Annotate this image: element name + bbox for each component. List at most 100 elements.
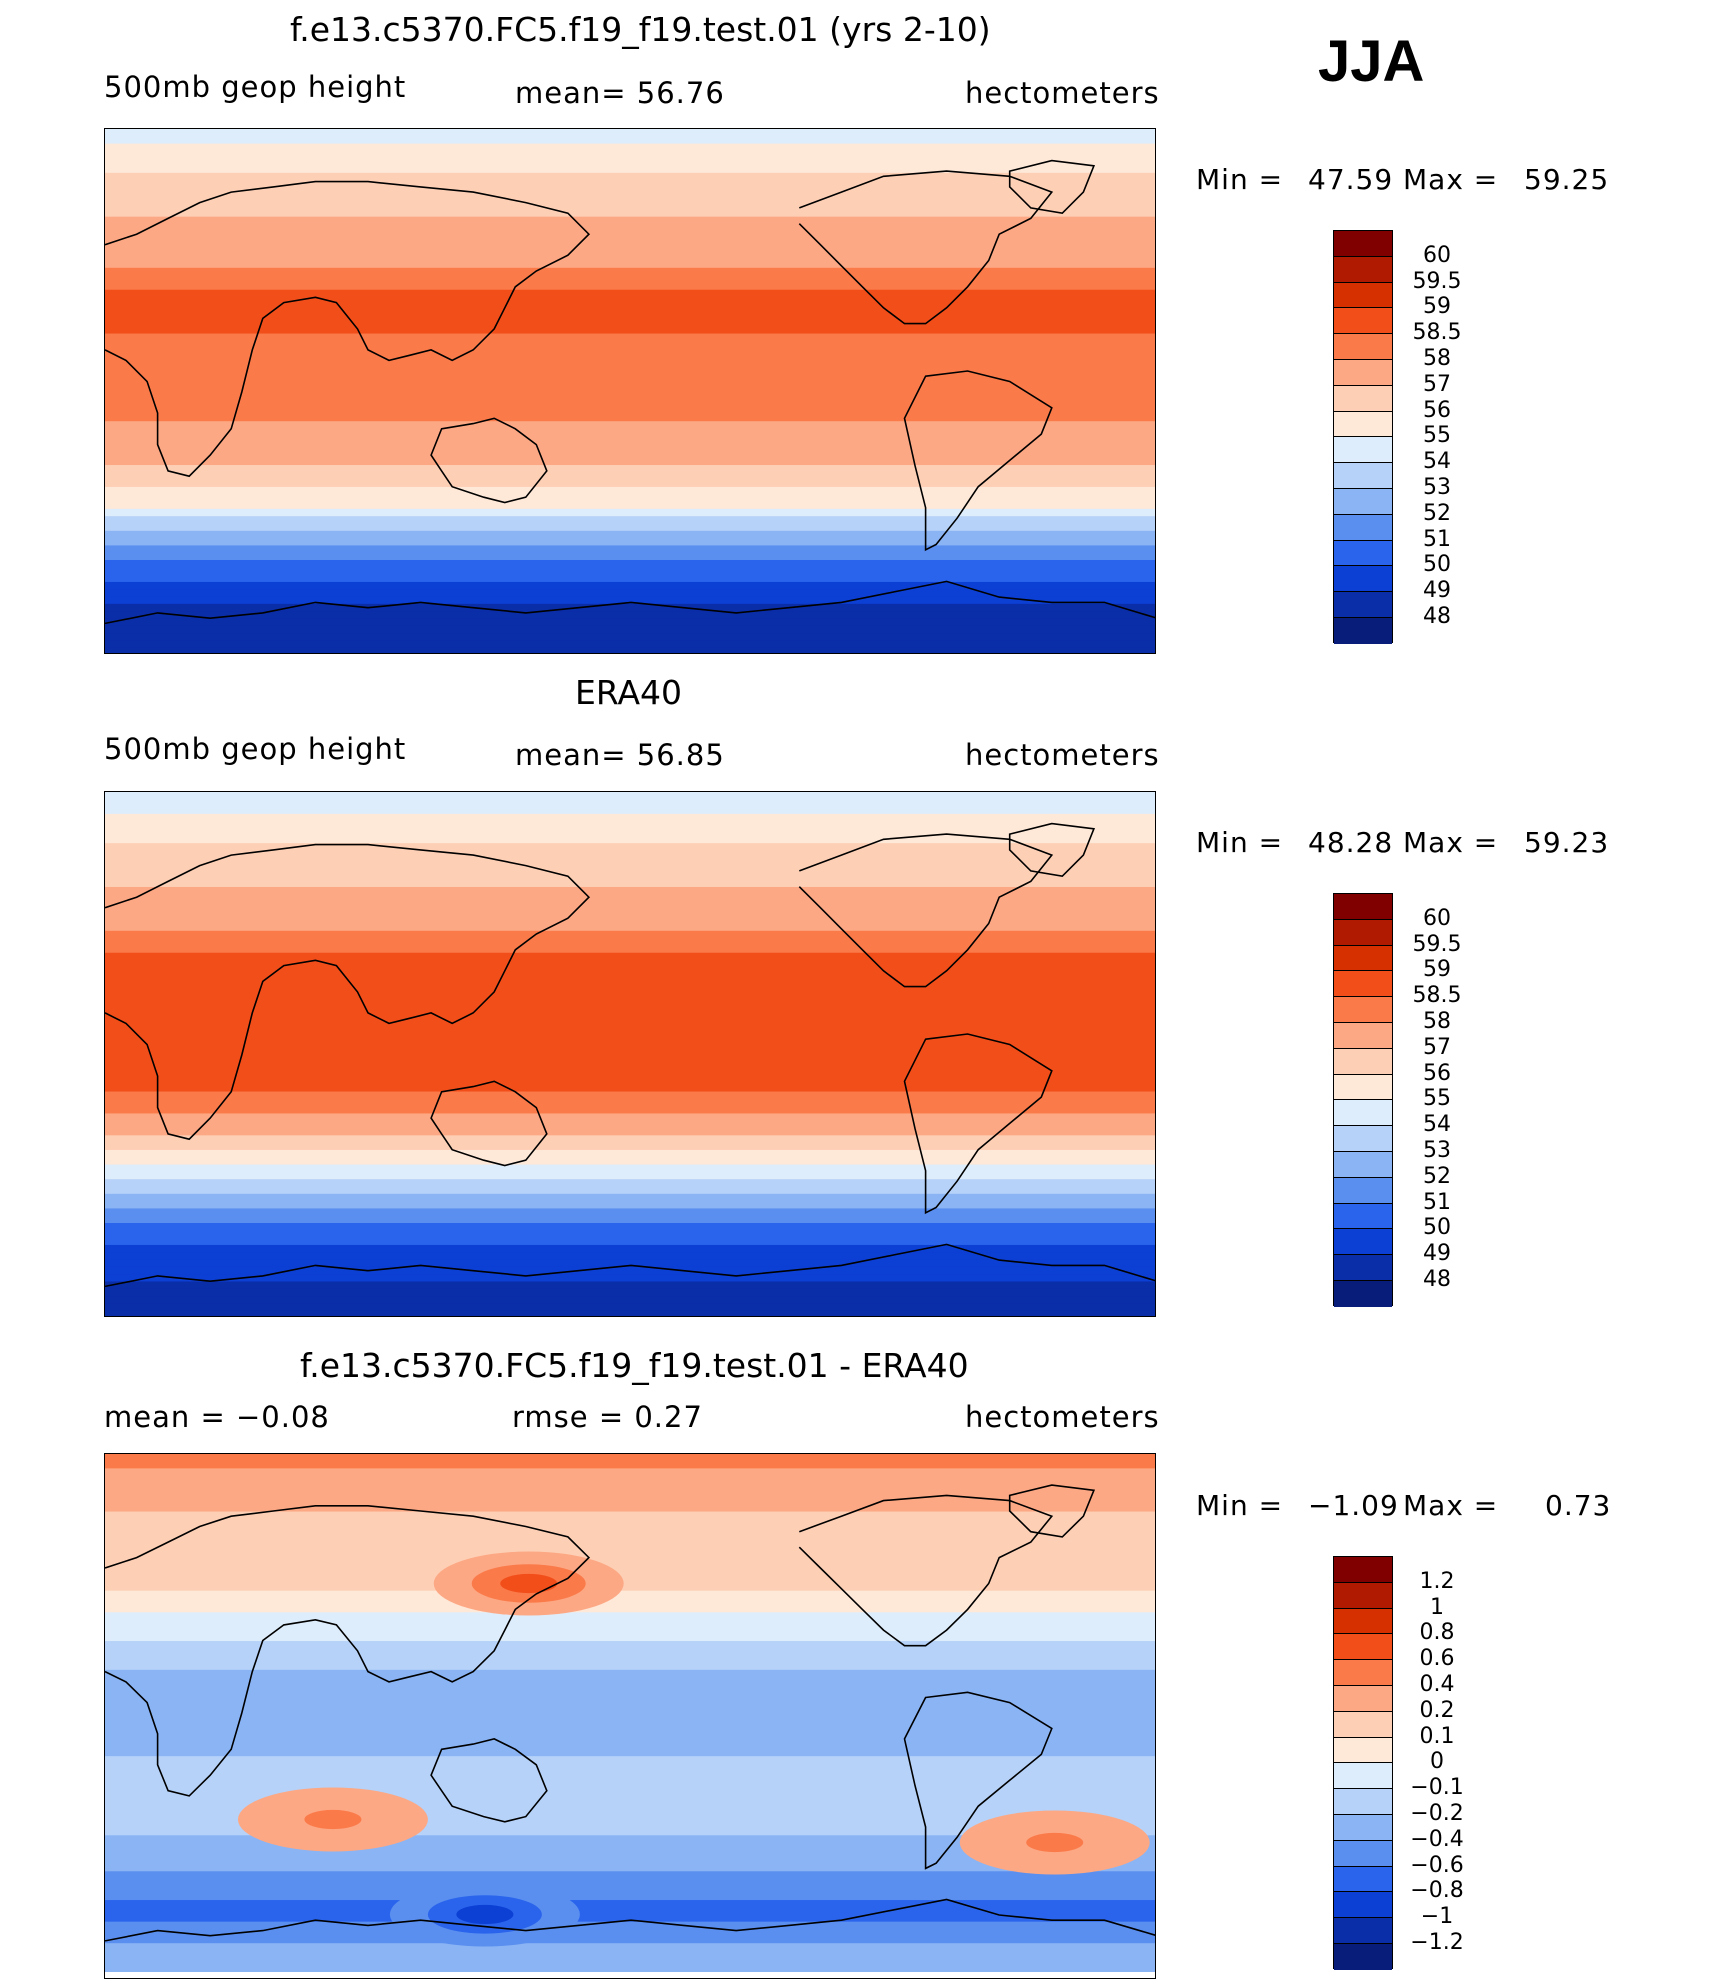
colorbar-swatch bbox=[1334, 308, 1392, 335]
colorbar-tick-label: 57 bbox=[1423, 371, 1451, 397]
contour-band bbox=[105, 996, 1155, 1005]
contour-band bbox=[105, 1244, 1155, 1253]
contour-band bbox=[105, 377, 1155, 386]
contour-band bbox=[105, 1489, 1155, 1498]
contour-band bbox=[105, 136, 1155, 145]
contour-band bbox=[105, 633, 1155, 641]
colorbar-tick-label: 58 bbox=[1423, 346, 1451, 371]
contour-band bbox=[105, 311, 1155, 320]
contour-band bbox=[105, 238, 1155, 247]
contour-band bbox=[105, 1482, 1155, 1491]
contour-band bbox=[105, 267, 1155, 276]
contour-band bbox=[105, 581, 1155, 590]
colorbar-tick-label: −0.1 bbox=[1410, 1775, 1464, 1801]
contour-band bbox=[105, 1497, 1155, 1505]
contour-band bbox=[105, 1741, 1155, 1750]
colorbar-swatch bbox=[1334, 359, 1392, 386]
panel1-field-label: 500mb geop height bbox=[104, 70, 407, 104]
panel3-max-value: 0.73 bbox=[1545, 1489, 1612, 1522]
contour-band bbox=[105, 486, 1155, 495]
contour-band bbox=[105, 1113, 1155, 1122]
contour-band bbox=[105, 1727, 1155, 1736]
colorbar-swatch bbox=[1334, 617, 1392, 644]
contour-band bbox=[105, 1288, 1155, 1297]
contour-band bbox=[105, 340, 1155, 349]
colorbar-tick-label: 56 bbox=[1423, 1060, 1451, 1086]
coastline bbox=[1008, 159, 1096, 215]
contour-band bbox=[105, 289, 1155, 298]
contour-band bbox=[105, 603, 1155, 612]
colorbar-tick-label: 54 bbox=[1423, 449, 1451, 475]
contour-band bbox=[105, 1069, 1155, 1078]
colorbar-swatch bbox=[1334, 1763, 1392, 1790]
contour-band bbox=[105, 1186, 1155, 1195]
contour-band bbox=[105, 1612, 1155, 1621]
contour-band bbox=[105, 821, 1155, 830]
coastline bbox=[430, 1080, 548, 1167]
contour-band bbox=[105, 1128, 1155, 1136]
contour-band bbox=[105, 967, 1155, 976]
contour-band bbox=[105, 552, 1155, 561]
contour-band bbox=[105, 516, 1155, 525]
colorbar-tick-label: 55 bbox=[1423, 1086, 1451, 1112]
panel1-mean-label: mean= 56.76 bbox=[515, 76, 725, 110]
contour-band bbox=[105, 1230, 1155, 1239]
colorbar-tick-label: 52 bbox=[1423, 500, 1451, 526]
contour-band bbox=[105, 1098, 1155, 1107]
contour-band bbox=[105, 158, 1155, 167]
contour-band bbox=[105, 1806, 1155, 1815]
contour-band bbox=[105, 1076, 1155, 1085]
contour-band bbox=[105, 806, 1155, 815]
contour-band bbox=[105, 1091, 1155, 1100]
colorbar-swatch bbox=[1334, 1255, 1392, 1281]
colorbar-swatch bbox=[1334, 945, 1392, 972]
colorbar-tick-label: 51 bbox=[1423, 526, 1451, 552]
contour-band bbox=[105, 245, 1155, 254]
contour-band bbox=[105, 1171, 1155, 1180]
panel3-max-label: Max = bbox=[1403, 1489, 1499, 1522]
colorbar-tick-label: −0.8 bbox=[1410, 1878, 1464, 1904]
colorbar-swatch bbox=[1334, 997, 1392, 1023]
panel2-units-label: hectometers bbox=[965, 738, 1160, 772]
contour-band bbox=[105, 223, 1155, 232]
contour-band bbox=[105, 1928, 1155, 1937]
contour-band bbox=[105, 596, 1155, 605]
colorbar-swatch bbox=[1334, 1074, 1392, 1101]
contour-band bbox=[105, 879, 1155, 888]
panel3-title: f.e13.c5370.FC5.f19_f19.test.01 - ERA40 bbox=[300, 1346, 969, 1385]
coastline bbox=[430, 417, 548, 504]
contour-band bbox=[105, 1576, 1155, 1585]
contour-band bbox=[105, 1223, 1155, 1231]
contour-band bbox=[105, 348, 1155, 357]
contour-band bbox=[105, 1266, 1155, 1275]
contour-band bbox=[105, 1957, 1155, 1966]
contour-band bbox=[105, 1149, 1155, 1158]
contour-band bbox=[105, 1684, 1155, 1693]
contour-band bbox=[105, 792, 1155, 800]
contour-band bbox=[105, 974, 1155, 983]
panel3-units-label: hectometers bbox=[965, 1400, 1160, 1434]
colorbar-swatch bbox=[1334, 592, 1392, 618]
contour-band bbox=[105, 1011, 1155, 1020]
contour-band bbox=[105, 1763, 1155, 1772]
contour-band bbox=[105, 894, 1155, 903]
colorbar-tick-label: −1 bbox=[1420, 1904, 1454, 1930]
contour-band bbox=[105, 253, 1155, 262]
contour-band bbox=[105, 1569, 1155, 1577]
contour-band bbox=[105, 930, 1155, 939]
panel2-mean-label: mean= 56.85 bbox=[515, 738, 725, 772]
colorbar-swatch bbox=[1334, 385, 1392, 412]
contour-band bbox=[105, 129, 1155, 137]
contour-band bbox=[105, 1792, 1155, 1800]
contour-band bbox=[105, 1084, 1155, 1093]
contour-band bbox=[105, 457, 1155, 466]
contour-band bbox=[105, 1303, 1155, 1312]
contour-band bbox=[105, 1626, 1155, 1635]
colorbar-tick-label: 59.5 bbox=[1412, 931, 1462, 957]
contour-band bbox=[105, 1047, 1155, 1056]
colorbar-tick-label: 53 bbox=[1423, 475, 1451, 500]
contour-band bbox=[105, 1062, 1155, 1071]
contour-band bbox=[105, 1698, 1155, 1707]
coastline bbox=[798, 170, 1054, 325]
colorbar-tick-label: 48 bbox=[1423, 1267, 1451, 1292]
